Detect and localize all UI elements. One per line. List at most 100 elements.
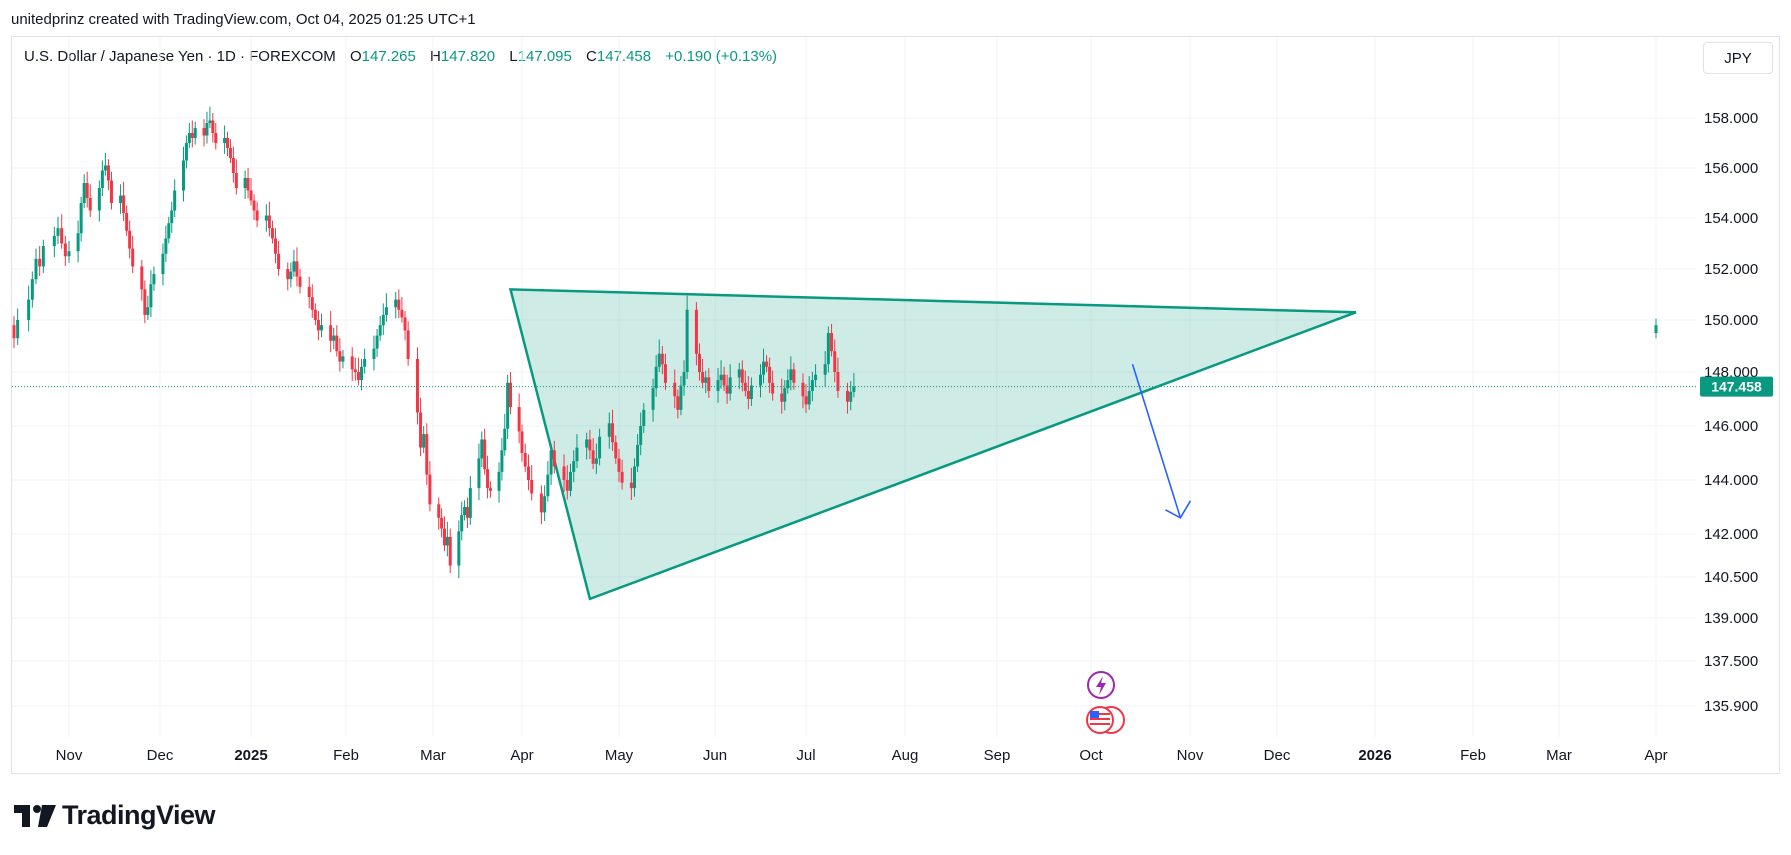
candle [771,370,775,401]
event-markers[interactable] [1086,671,1125,734]
candle [360,359,364,391]
candle [673,369,677,409]
down-arrow-head[interactable] [1165,500,1192,519]
time-tick-label: Jun [703,747,727,764]
candle [419,397,423,457]
candle [846,382,850,414]
candle [442,516,446,552]
candle [569,463,572,497]
candle [228,139,232,163]
high-value: 147.820 [440,48,496,65]
candle [728,364,732,401]
time-tick-label: Apr [510,747,533,764]
candle [264,204,268,232]
candle [170,201,174,233]
candle [252,194,256,221]
candle [214,123,218,150]
candle [468,475,472,525]
candle [12,316,16,349]
candle [184,135,188,169]
price-axis[interactable]: 158.000156.000154.000152.000150.000148.0… [1704,110,1758,715]
candle [552,440,556,474]
time-tick-label: May [605,747,634,764]
candle [316,311,320,341]
candle [852,373,856,398]
candle [565,465,569,500]
candle [1654,318,1658,339]
candle [307,276,311,309]
symbol-name[interactable]: U.S. Dollar / Japanese Yen · 1D · FOREXC… [24,48,336,65]
candle [614,435,618,464]
candle [500,438,504,481]
candle [620,459,624,490]
candle [810,372,814,402]
candle [106,159,110,190]
candles [12,106,1658,579]
candle [249,178,253,206]
candle [636,434,640,472]
us-flag-event-icon[interactable] [1086,706,1125,734]
candle [267,201,271,237]
candle [164,225,168,262]
candle [406,321,410,366]
time-tick-label: Dec [1264,747,1291,764]
candle [149,270,153,317]
time-tick-label: Oct [1079,747,1103,764]
high-label: H [430,48,441,65]
currency-button[interactable]: JPY [1703,42,1773,74]
candle [88,184,92,217]
time-tick-label: Sep [984,747,1011,764]
candle [698,343,702,381]
candle [375,329,379,357]
candle [607,412,611,449]
candle [682,360,686,396]
candle [749,377,753,407]
candle [685,295,689,380]
close-value: 147.458 [596,48,652,65]
candle [109,171,113,210]
price-tick-label: 142.000 [1704,526,1758,543]
low-value: 147.095 [517,48,572,65]
time-axis[interactable]: Nov Dec 2025 Feb Mar Apr May Jun Jul Aug Sep Oct Nov… [56,747,1668,764]
candle [488,481,492,498]
price-tick-label: 152.000 [1704,261,1758,278]
time-tick-label: Jul [796,747,815,764]
tradingview-logo[interactable]: TradingView [14,800,216,831]
candle [208,106,212,128]
down-arrow-line[interactable] [1131,363,1182,519]
lightning-event-icon[interactable] [1087,671,1115,699]
candle [833,339,837,383]
candle [676,389,680,419]
candle [403,311,407,341]
price-tick-label: 139.000 [1704,610,1758,627]
price-tick-label: 150.000 [1704,312,1758,329]
price-tick-label: 135.900 [1704,698,1758,715]
candle [211,113,215,143]
price-tick-label: 140.500 [1704,569,1758,586]
arrow-drawing[interactable] [1131,363,1192,519]
candle [277,240,281,276]
candle [654,355,658,397]
triangle-shape[interactable] [508,288,1357,601]
candle [716,368,720,403]
candle [617,448,621,483]
time-tick-label: Aug [892,747,919,764]
candle [146,295,150,320]
candle [223,125,227,154]
candle [329,311,333,353]
candle [338,338,342,372]
candle [546,461,550,502]
candle [506,374,510,439]
candle [639,412,643,456]
candle [786,369,790,394]
candle [356,357,360,386]
tradingview-brand-text: TradingView [62,800,216,830]
candle [457,520,461,579]
candle [181,146,185,202]
candle [313,303,317,326]
price-tick-label: 158.000 [1704,110,1758,127]
candle [679,376,683,416]
candle [30,271,34,308]
triangle-drawing[interactable] [508,288,1357,601]
